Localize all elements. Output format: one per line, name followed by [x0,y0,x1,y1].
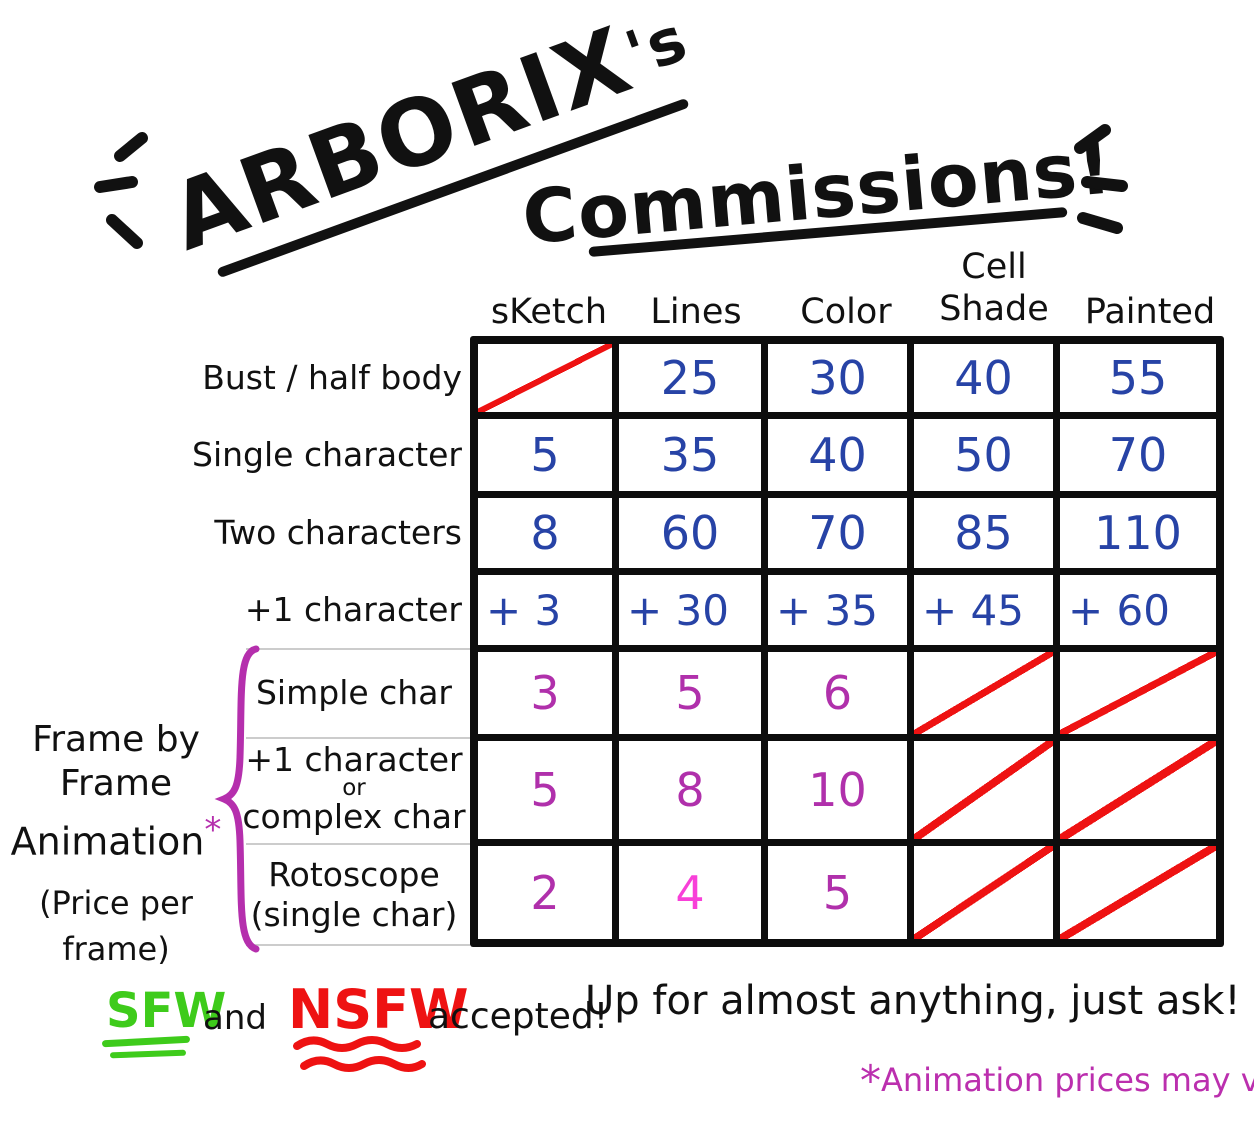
price-cell: 60 [619,498,761,568]
price-cell: + 60 [1060,575,1216,645]
animation-label-line3: (Price per frame) [39,883,193,968]
row-label-plus-one-or-complex: +1 character or complex char [242,742,466,834]
price-cell-unavailable [1060,652,1216,734]
and-label: and [203,998,267,1038]
row-label-bust-half-body: Bust / half body [202,358,462,397]
column-header-lines: Lines [650,292,742,332]
label-line: (single char) [250,895,458,934]
animation-footnote: *Animation prices may vary [860,1056,1254,1105]
curly-brace [214,645,260,953]
price-cell: 35 [619,419,761,491]
label-line-or: or [342,775,366,801]
price-cell: 2 [478,846,612,939]
price-cell: + 30 [619,575,761,645]
price-cell: 8 [619,741,761,839]
price-cell: 5 [768,846,907,939]
sfw-label: SFW [106,983,227,1039]
price-cell: 55 [1060,344,1216,412]
price-cell: 70 [768,498,907,568]
price-cell: + 3 [478,575,612,645]
price-cell-unavailable [914,652,1053,734]
animation-group-label: Frame by Frame Animation* (Price per fra… [0,718,232,972]
sparkle-decoration-left [94,132,148,249]
price-cell: 50 [914,419,1053,491]
row-divider-line [246,843,470,845]
column-header-sketch: sKetch [490,292,608,332]
sfw-underline [109,1049,187,1059]
accepted-label: accepted! [428,996,609,1037]
row-label-simple-char: Simple char [255,673,453,712]
row-label-rotoscope: Rotoscope (single char) [242,855,466,935]
price-cell: 4 [619,846,761,939]
label-line: complex char [242,797,466,836]
column-header-color: Color [800,292,892,332]
column-header-cell-line2: Shade [939,289,1049,329]
row-label-plus-one-character: +1 character [244,590,462,629]
price-cell: 6 [768,652,907,734]
price-cell: + 35 [768,575,907,645]
price-cell: 5 [478,741,612,839]
price-cell: + 45 [914,575,1053,645]
row-divider-line [246,648,470,650]
tagline-text: Up for almost anything, just ask! [585,978,1241,1024]
price-cell: 40 [914,344,1053,412]
price-cell: 8 [478,498,612,568]
price-cell-unavailable [914,741,1053,839]
asterisk-mark: * [204,810,222,850]
animation-label-line1: Frame by Frame [32,719,200,804]
price-cell: 30 [768,344,907,412]
price-cell: 40 [768,419,907,491]
nsfw-label: NSFW [288,978,469,1041]
price-cell: 5 [619,652,761,734]
price-cell-unavailable [1060,846,1216,939]
column-header-cell-line1: Cell [961,247,1027,287]
price-cell: 25 [619,344,761,412]
column-header-painted: Painted [1084,292,1216,332]
nsfw-wavy-underline [293,1036,426,1072]
price-cell: 85 [914,498,1053,568]
animation-label-line2: Animation* [0,806,232,866]
price-table: 25 30 40 55 5 35 40 50 70 8 60 70 85 110… [470,336,1224,947]
row-label-two-characters: Two characters [214,513,462,552]
asterisk-mark: * [860,1056,881,1105]
price-cell: 70 [1060,419,1216,491]
footnote-text: Animation prices may vary [881,1061,1254,1099]
price-cell: 3 [478,652,612,734]
animation-word: Animation [10,819,205,864]
row-label-single-character: Single character [192,435,462,474]
row-divider-line [246,737,470,739]
price-cell-unavailable [1060,741,1216,839]
sparkle-decoration-right [1074,124,1128,234]
price-cell-unavailable [478,344,612,412]
price-cell: 5 [478,419,612,491]
price-cell-unavailable [914,846,1053,939]
price-cell: 10 [768,741,907,839]
label-line: Rotoscope [268,855,440,894]
label-line: +1 character [245,740,463,779]
price-cell: 110 [1060,498,1216,568]
row-divider-line [246,944,470,946]
column-header-cell-shade: Cell Shade [919,244,1069,332]
